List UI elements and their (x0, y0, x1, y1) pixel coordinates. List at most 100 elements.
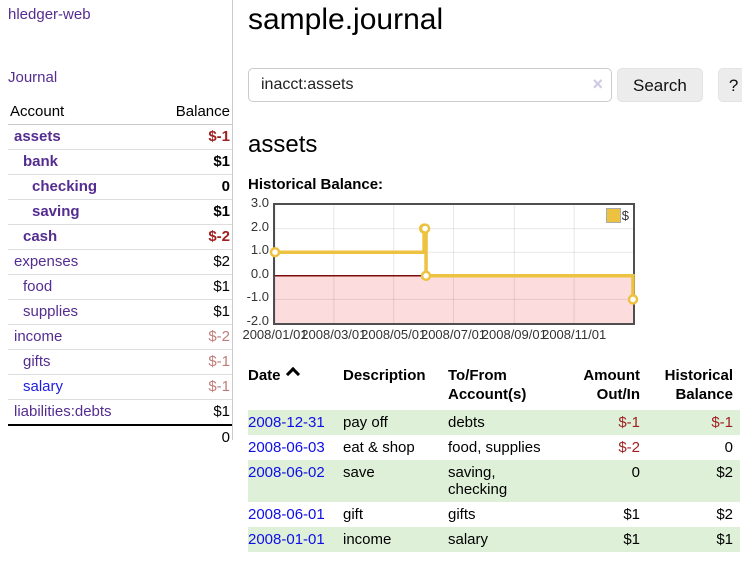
transaction-balance-cell: $2 (716, 464, 733, 481)
search-button[interactable]: Search (617, 68, 703, 102)
help-button[interactable]: ? (717, 68, 742, 102)
transaction-date-cell: 2008-06-01 (248, 502, 343, 527)
account-link[interactable]: expenses (14, 253, 79, 270)
register-header-row: Date Description To/From Account(s) Amou… (248, 364, 740, 410)
account-row: expenses $2 (8, 249, 232, 275)
account-link[interactable]: assets (14, 128, 61, 145)
transaction-accounts-cell: gifts (448, 506, 476, 523)
x-axis-tick-label: 2008/11/01 (542, 327, 607, 342)
account-link[interactable]: saving (32, 203, 80, 220)
account-link[interactable]: checking (32, 178, 98, 195)
transaction-date-cell: 2008-06-03 (248, 435, 343, 460)
account-link[interactable]: food (23, 278, 53, 295)
transaction-description-cell: eat & shop (343, 439, 415, 456)
chart-title: Historical Balance: (248, 176, 384, 193)
total-balance: 0 (152, 424, 232, 450)
x-axis-tick-label: 2008/09/01 (481, 327, 547, 342)
account-name-cell: checking (8, 174, 153, 200)
register-header-description: Description (343, 367, 426, 384)
account-link[interactable]: bank (23, 153, 59, 170)
y-axis-tick-label: 3.0 (250, 195, 269, 210)
account-row: saving $1 (8, 199, 232, 225)
transaction-amount-cell: $1 (623, 531, 640, 548)
transaction-amount-cell: 0 (631, 464, 640, 481)
transaction-date-link[interactable]: 2008-01-01 (248, 531, 325, 548)
transaction-accounts-cell: food, supplies (448, 439, 541, 456)
account-name-cell: salary (8, 374, 153, 400)
transaction-amount-cell: $-2 (618, 439, 640, 456)
account-name-cell: liabilities:debts (8, 400, 152, 426)
balance-chart: $ (269, 203, 639, 325)
account-balance-cell: $-1 (152, 124, 232, 150)
search-input[interactable] (248, 68, 612, 102)
transaction-accounts-cell: debts (448, 414, 485, 431)
y-axis-tick-label: 2.0 (250, 218, 269, 234)
account-column-header: Account (8, 100, 153, 125)
account-table-body: assets $-1 bank $1 checking 0 saving $1 … (8, 124, 232, 426)
transaction-date-cell: 2008-12-31 (248, 410, 343, 435)
transaction-description-cell: save (343, 464, 375, 481)
account-name-cell: bank (8, 149, 153, 175)
account-balance-table: Account Balance assets $-1 bank $1 check… (8, 100, 232, 450)
account-balance-cell: $-1 (152, 349, 232, 375)
transaction-amount-cell: $-1 (618, 414, 640, 431)
x-axis-tick-label: 2008/03/01 (301, 327, 367, 342)
register-header-date[interactable]: Date (248, 364, 343, 410)
account-row: assets $-1 (8, 124, 232, 150)
account-heading: assets (248, 131, 318, 158)
transaction-balance-cell: 0 (724, 439, 733, 456)
account-balance-cell: $-2 (152, 224, 232, 250)
account-name-cell: cash (8, 224, 153, 250)
account-link[interactable]: supplies (23, 303, 79, 320)
search-bar: × Search ? (248, 68, 742, 102)
account-name-cell: gifts (8, 349, 153, 375)
account-link[interactable]: liabilities:debts (14, 403, 112, 420)
account-row: supplies $1 (8, 299, 232, 325)
x-axis-tick-label: 2008/01/01 (242, 327, 308, 342)
account-row: cash $-2 (8, 224, 232, 250)
transaction-balance-cell: $2 (716, 506, 733, 523)
account-link[interactable]: income (14, 328, 63, 345)
transaction-amount-cell: $1 (623, 506, 640, 523)
x-axis-tick-label: 2008/05/01 (361, 327, 427, 342)
account-balance-cell: $2 (152, 249, 232, 275)
transaction-description-cell: pay off (343, 414, 388, 431)
x-axis-tick-label: 2008/07/01 (420, 327, 487, 342)
account-link[interactable]: cash (23, 228, 58, 245)
transaction-row: 2008-06-03 eat & shop food, supplies $-2… (248, 435, 740, 460)
main-content: sample.journal × Search ? assets Histori… (242, 0, 742, 552)
sidebar: hledger-web Journal Account Balance asse… (8, 0, 232, 450)
account-balance-cell: $1 (213, 403, 230, 420)
register-header-amount: Amount Out/In (583, 367, 640, 403)
total-spacer (8, 424, 153, 450)
transaction-date-link[interactable]: 2008-12-31 (248, 414, 325, 431)
account-row: checking 0 (8, 174, 232, 200)
account-balance-cell: $1 (152, 274, 232, 300)
transaction-description-cell: income (343, 531, 392, 548)
sidebar-divider (232, 0, 233, 440)
y-axis-tick-label: -1.0 (246, 289, 269, 305)
clear-search-icon[interactable]: × (592, 74, 603, 94)
page-title: sample.journal (248, 3, 444, 36)
transaction-date-cell: 2008-06-02 (248, 460, 343, 502)
y-axis-tick-label: -2.0 (246, 313, 269, 328)
account-balance-cell: $1 (152, 149, 232, 175)
account-name-cell: income (8, 324, 153, 350)
account-row: salary $-1 (8, 374, 232, 400)
account-name-cell: saving (8, 199, 153, 225)
account-balance-cell: $1 (152, 299, 232, 325)
transaction-date-link[interactable]: 2008-06-03 (248, 439, 325, 456)
account-name-cell: supplies (8, 299, 153, 325)
transaction-date-link[interactable]: 2008-06-02 (248, 464, 325, 481)
search-box: × (248, 68, 612, 102)
chart-canvas (269, 205, 639, 323)
journal-link[interactable]: Journal (8, 69, 58, 86)
transaction-description-cell: gift (343, 506, 364, 523)
account-link[interactable]: gifts (23, 353, 51, 370)
account-link[interactable]: salary (23, 378, 64, 395)
transaction-date-link[interactable]: 2008-06-01 (248, 506, 325, 523)
app-title-link[interactable]: hledger-web (8, 6, 91, 23)
y-axis-tick-label: 1.0 (250, 242, 269, 258)
register-table: Date Description To/From Account(s) Amou… (248, 364, 740, 552)
transaction-accounts-cell: saving, checking (448, 464, 508, 498)
